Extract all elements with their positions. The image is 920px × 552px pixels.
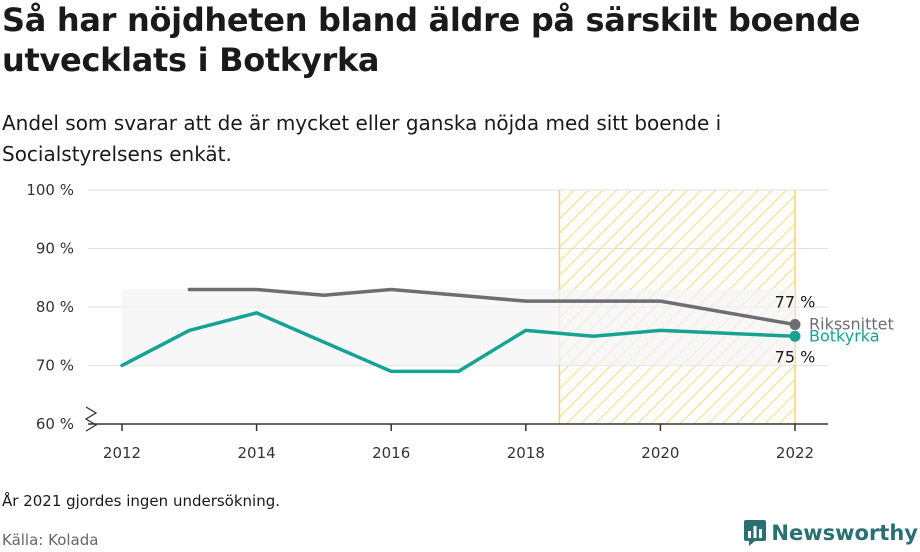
- x-tick-label: 2022: [776, 444, 814, 462]
- series-line-rikssnittet: [187, 287, 797, 327]
- axes: 60 % 70 % 80 % 90 % 100 % 2012 2014 2016 2018 202…: [26, 181, 828, 462]
- series-end-point: [789, 330, 801, 342]
- brand-logo[interactable]: Newsworthy: [744, 520, 918, 546]
- chart-subtitle: Andel som svarar att de är mycket eller …: [2, 111, 722, 166]
- newsworthy-icon: [744, 520, 767, 546]
- axis-break-icon: [84, 406, 98, 432]
- x-tick-label: 2012: [103, 444, 141, 462]
- brand-name: Newsworthy: [771, 521, 918, 545]
- series-line-botkyrka: [120, 311, 797, 374]
- x-tick-label: 2018: [507, 444, 545, 462]
- y-tick-label: 80 %: [36, 298, 74, 316]
- x-tick-label: 2016: [372, 444, 410, 462]
- series-lines: [120, 287, 801, 374]
- footnote: År 2021 gjordes ingen undersökning.: [2, 492, 281, 510]
- series-name-label: Rikssnittet: [809, 315, 894, 334]
- y-tick-label: 100 %: [26, 181, 74, 199]
- series-end-point: [789, 319, 801, 331]
- series-name-label: Botkyrka: [809, 326, 880, 345]
- end-labels: Rikssnittet 77 % Botkyrka 75 %: [775, 293, 894, 367]
- x-tick-label: 2020: [641, 444, 679, 462]
- y-tick-label: 60 %: [36, 415, 74, 433]
- series-value-label: 77 %: [775, 293, 816, 312]
- y-tick-label: 70 %: [36, 357, 74, 375]
- range-band: [122, 289, 795, 366]
- x-tick-label: 2014: [238, 444, 276, 462]
- page-title: Så har nöjdheten bland äldre på särskilt…: [2, 1, 861, 79]
- y-tick-label: 90 %: [36, 240, 74, 258]
- series-value-label: 75 %: [775, 347, 816, 366]
- source-text: Källa: Kolada: [2, 531, 99, 549]
- range-band-rect: [122, 289, 795, 366]
